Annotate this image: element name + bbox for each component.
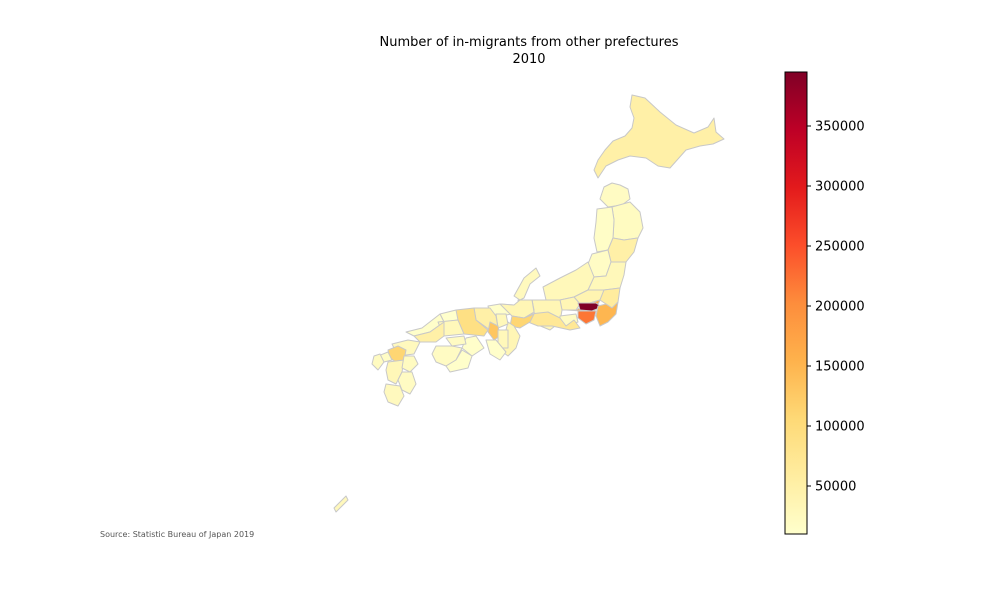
prefecture-okinawa (333, 495, 349, 513)
prefecture-kanagawa (577, 310, 597, 325)
prefecture-tokushima (461, 335, 485, 357)
chart-title: Number of in-migrants from other prefect… (300, 34, 758, 68)
prefecture-wakayama (485, 339, 507, 361)
prefecture-aomori (599, 182, 631, 208)
prefecture-kochi (445, 349, 473, 373)
source-note: Source: Statistic Bureau of Japan 2019 (100, 530, 255, 539)
colorbar-tick-label: 250000 (815, 240, 865, 255)
prefecture-chiba (595, 301, 619, 327)
prefecture-nagasaki (371, 353, 385, 371)
prefecture-kagawa (445, 335, 467, 347)
prefecture-kagoshima (383, 383, 405, 407)
prefecture-miyazaki (397, 371, 417, 395)
colorbar-tick-label: 50000 (815, 480, 856, 495)
colorbar-tick-label: 100000 (815, 420, 865, 435)
colorbar-gradient (784, 71, 808, 535)
colorbar-tick-label: 300000 (815, 180, 865, 195)
colorbar-tick-label: 200000 (815, 300, 865, 315)
colorbar-tick-label: 350000 (815, 120, 865, 135)
prefecture-oita (401, 355, 419, 373)
colorbar-tick-label: 150000 (815, 360, 865, 375)
chart-title-line2: 2010 (512, 52, 546, 67)
prefecture-shizuoka (527, 311, 581, 331)
prefecture-hokkaido (593, 94, 725, 179)
chart-title-line1: Number of in-migrants from other prefect… (379, 35, 679, 50)
